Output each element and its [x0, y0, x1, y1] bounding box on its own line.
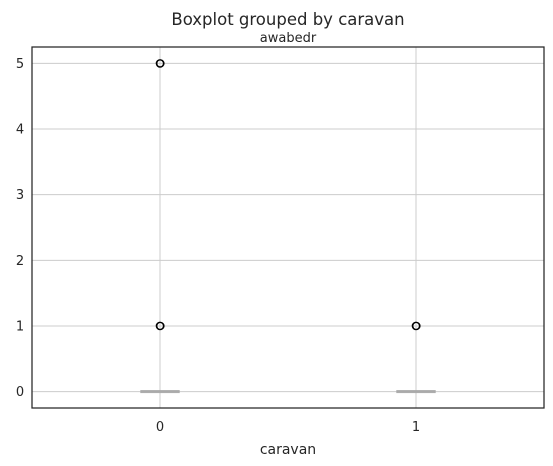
chart-title: awabedr: [260, 31, 317, 46]
x-tick-label: 0: [156, 420, 164, 435]
chart-suptitle: Boxplot grouped by caravan: [171, 10, 404, 29]
outlier-layer: [155, 59, 421, 331]
y-tick-label: 0: [16, 385, 24, 400]
outlier-point-overlap: [156, 59, 165, 68]
outlier-point-overlap: [156, 321, 165, 330]
plot-frame: [31, 46, 545, 409]
y-tick-label: 5: [16, 57, 24, 72]
box-layer: [140, 390, 436, 394]
y-tick-label: 3: [16, 188, 24, 203]
y-tick-labels: 0 1 2 3 4 5: [16, 57, 24, 400]
y-tick-label: 4: [16, 123, 24, 138]
x-tick-label: 1: [412, 420, 420, 435]
outlier-point-overlap: [412, 321, 421, 330]
x-axis-label: caravan: [260, 442, 316, 458]
grid-lines: [32, 47, 544, 408]
y-tick-label: 1: [16, 319, 24, 334]
y-tick-label: 2: [16, 254, 24, 269]
